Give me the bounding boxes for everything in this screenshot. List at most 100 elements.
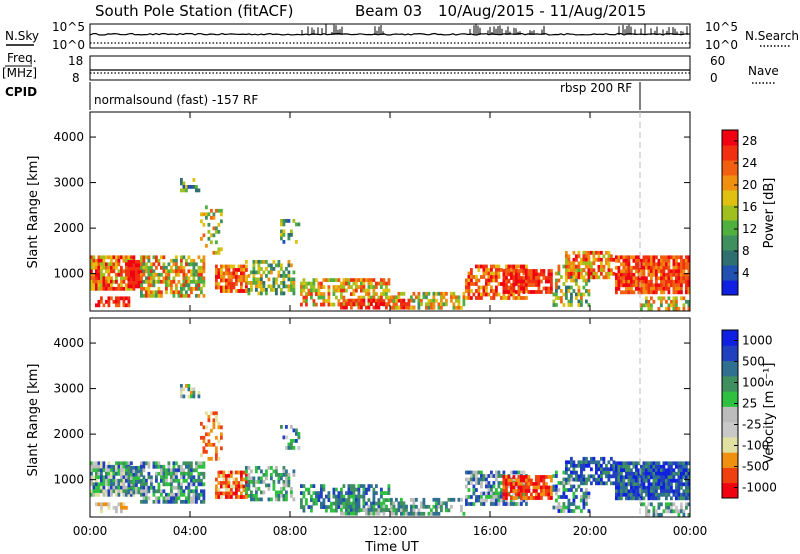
range-cell bbox=[620, 283, 623, 288]
range-cell bbox=[155, 293, 158, 298]
range-cell bbox=[610, 463, 613, 468]
range-cell bbox=[632, 478, 636, 483]
range-cell bbox=[630, 468, 633, 473]
range-cell bbox=[132, 466, 136, 470]
range-cell bbox=[312, 484, 316, 488]
range-cell bbox=[285, 274, 288, 278]
range-cell bbox=[315, 494, 318, 499]
range-cell bbox=[495, 477, 498, 482]
range-cell bbox=[92, 283, 96, 288]
range-cell bbox=[482, 271, 486, 276]
range-cell bbox=[660, 468, 663, 473]
range-cell bbox=[110, 276, 113, 281]
range-cell bbox=[622, 272, 626, 277]
range-cell bbox=[622, 464, 626, 469]
range-cell bbox=[647, 482, 651, 487]
range-cell bbox=[507, 290, 511, 294]
range-cell bbox=[687, 496, 691, 501]
range-cell bbox=[607, 268, 611, 273]
range-cell bbox=[150, 478, 153, 483]
range-cell bbox=[635, 464, 638, 469]
range-cell bbox=[330, 302, 333, 307]
range-cell bbox=[357, 504, 361, 509]
range-cell bbox=[97, 299, 101, 304]
range-cell bbox=[122, 492, 126, 497]
range-cell bbox=[332, 288, 336, 293]
range-cell bbox=[577, 285, 581, 290]
range-cell bbox=[352, 487, 356, 492]
range-cell bbox=[322, 285, 326, 289]
range-cell bbox=[137, 487, 141, 491]
range-cell bbox=[175, 499, 178, 504]
range-cell bbox=[470, 495, 473, 499]
range-cell bbox=[510, 272, 513, 277]
range-cell bbox=[95, 286, 98, 291]
range-cell bbox=[650, 464, 653, 469]
range-cell bbox=[592, 477, 596, 482]
range-cell bbox=[622, 478, 626, 483]
range-cell bbox=[485, 268, 488, 272]
range-cell bbox=[177, 269, 181, 274]
range-cell bbox=[125, 489, 128, 494]
range-cell bbox=[502, 283, 506, 287]
range-cell bbox=[317, 295, 321, 300]
range-cell bbox=[147, 269, 151, 274]
range-cell bbox=[670, 255, 673, 260]
range-cell bbox=[115, 255, 118, 260]
range-cell bbox=[305, 285, 308, 289]
range-cell bbox=[660, 485, 663, 490]
range-cell bbox=[152, 279, 156, 284]
range-cell bbox=[625, 276, 628, 281]
range-cell bbox=[680, 505, 683, 510]
range-cell bbox=[372, 295, 376, 300]
range-cell bbox=[662, 265, 666, 270]
range-cell bbox=[222, 484, 226, 489]
range-cell bbox=[617, 461, 621, 466]
range-cell bbox=[595, 467, 598, 472]
range-cell bbox=[347, 298, 351, 303]
range-cell bbox=[312, 498, 316, 502]
range-cell bbox=[635, 482, 638, 487]
range-cell bbox=[210, 208, 213, 213]
range-cell bbox=[652, 485, 656, 490]
range-cell bbox=[132, 490, 136, 495]
range-cell bbox=[125, 276, 128, 281]
range-cell bbox=[605, 474, 608, 479]
range-cell bbox=[590, 261, 593, 266]
range-cell bbox=[292, 428, 296, 433]
range-cell bbox=[517, 482, 521, 486]
range-cell bbox=[350, 491, 353, 495]
range-cell bbox=[300, 501, 303, 506]
range-cell bbox=[687, 272, 691, 277]
range-cell bbox=[557, 502, 561, 506]
range-cell bbox=[677, 489, 681, 494]
range-cell bbox=[532, 485, 536, 490]
range-cell bbox=[577, 275, 581, 280]
range-cell bbox=[487, 481, 491, 485]
range-cell bbox=[655, 290, 658, 295]
range-cell bbox=[247, 480, 251, 484]
range-cell bbox=[192, 496, 196, 501]
range-cell bbox=[645, 464, 648, 469]
range-cell bbox=[452, 302, 456, 307]
range-cell bbox=[347, 501, 351, 506]
range-cell bbox=[620, 496, 623, 501]
range-cell bbox=[510, 489, 513, 493]
range-cell bbox=[615, 272, 618, 277]
range-cell bbox=[537, 485, 541, 490]
range-cell bbox=[192, 468, 196, 473]
range-cell bbox=[170, 475, 173, 480]
range-cell bbox=[632, 489, 636, 494]
range-cell bbox=[175, 255, 178, 260]
range-cell bbox=[565, 488, 568, 492]
range-cell bbox=[255, 480, 258, 484]
nsky-bottom-tick: 10^0 bbox=[52, 38, 85, 52]
range-cell bbox=[577, 264, 581, 269]
range-cell bbox=[90, 471, 93, 476]
range-cell bbox=[670, 478, 673, 483]
range-cell bbox=[632, 272, 636, 277]
range-cell bbox=[110, 478, 113, 483]
nsearch-label: N.Search bbox=[745, 29, 799, 43]
range-cell bbox=[202, 471, 206, 476]
range-cell bbox=[510, 496, 513, 500]
